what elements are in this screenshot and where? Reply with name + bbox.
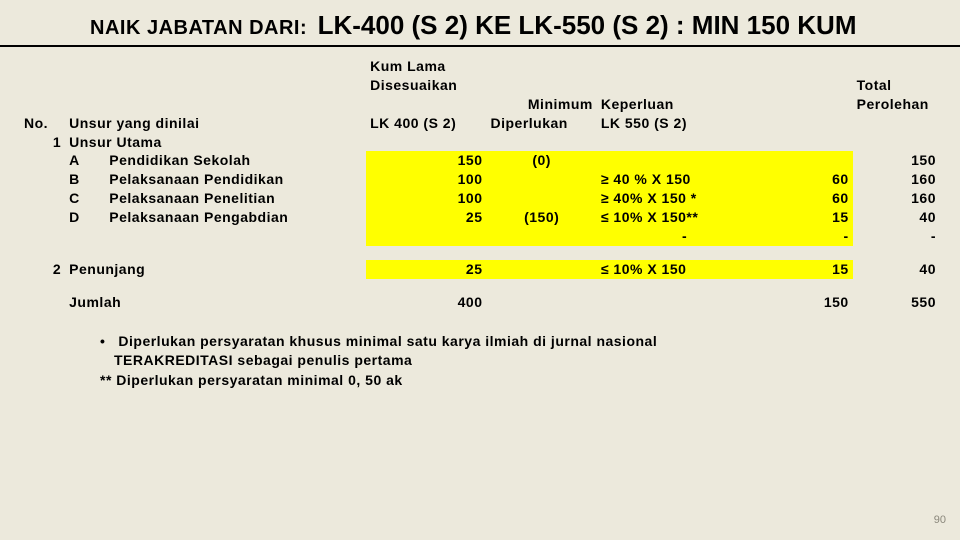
cell-dash-kep: -	[772, 227, 852, 246]
row-C: C Pelaksanaan Penelitian 100 ≥ 40% X 150…	[20, 189, 940, 208]
hdr-kumlama-2: Disesuaikan	[366, 76, 486, 95]
cell-2-kep: 15	[772, 260, 852, 279]
content-area: Kum Lama Disesuaikan Total Minimum Keper…	[0, 47, 960, 390]
note-star: • Diperlukan persyaratan khusus minimal …	[100, 332, 940, 371]
row-A: A Pendidikan Sekolah 150 (0) 150	[20, 151, 940, 170]
hdr-kumlama-1: Kum Lama	[366, 57, 486, 76]
note-star-line2: TERAKREDITASI sebagai penulis pertama	[100, 352, 412, 368]
cell-A-letter: A	[65, 151, 105, 170]
cell-B-tot: 160	[853, 170, 940, 189]
cell-A-min: (0)	[487, 151, 597, 170]
cell-C-tot: 160	[853, 189, 940, 208]
cell-A-kum: 150	[366, 151, 486, 170]
header-row-1: Kum Lama	[20, 57, 940, 76]
cell-D-req: ≤ 10% X 150**	[597, 208, 773, 227]
cell-2-tot: 40	[853, 260, 940, 279]
slide-page: NAIK JABATAN DARI: LK-400 (S 2) KE LK-55…	[0, 0, 960, 540]
cell-jumlah-label: Jumlah	[65, 293, 366, 312]
cell-2-req: ≤ 10% X 150	[597, 260, 773, 279]
cell-B-label: Pelaksanaan Pendidikan	[105, 170, 366, 189]
row-jumlah: Jumlah 400 150 550	[20, 293, 940, 312]
header-row-2: Disesuaikan Total	[20, 76, 940, 95]
hdr-unsur: Unsur yang dinilai	[65, 114, 366, 133]
hdr-total-1: Total	[853, 76, 940, 95]
cell-A-tot: 150	[853, 151, 940, 170]
hdr-kep-2: LK 550 (S 2)	[597, 114, 773, 133]
cell-B-req: ≥ 40 % X 150	[597, 170, 773, 189]
hdr-minimum: Minimum	[487, 95, 597, 114]
cell-B-kum: 100	[366, 170, 486, 189]
row-B: B Pelaksanaan Pendidikan 100 ≥ 40 % X 15…	[20, 170, 940, 189]
title-area: NAIK JABATAN DARI: LK-400 (S 2) KE LK-55…	[0, 0, 960, 41]
cell-C-label: Pelaksanaan Penelitian	[105, 189, 366, 208]
cell-jumlah-kep: 150	[772, 293, 852, 312]
cell-D-letter: D	[65, 208, 105, 227]
hdr-no: No.	[20, 114, 65, 133]
cell-B-letter: B	[65, 170, 105, 189]
hdr-diperlukan: Diperlukan	[487, 114, 597, 133]
cell-D-tot: 40	[853, 208, 940, 227]
hdr-keperluan: Keperluan	[597, 95, 773, 114]
row-dash: - - -	[20, 227, 940, 246]
note-star-line1: Diperlukan persyaratan khusus minimal sa…	[118, 333, 657, 349]
cell-1-label: Unsur Utama	[65, 133, 366, 152]
main-table: Kum Lama Disesuaikan Total Minimum Keper…	[20, 57, 940, 312]
cell-C-kep: 60	[772, 189, 852, 208]
cell-C-kum: 100	[366, 189, 486, 208]
cell-dash-tot: -	[853, 227, 940, 246]
cell-jumlah-tot: 550	[853, 293, 940, 312]
cell-C-letter: C	[65, 189, 105, 208]
title-main: LK-400 (S 2) KE LK-550 (S 2) : MIN 150 K…	[318, 10, 857, 40]
cell-2-kum: 25	[366, 260, 486, 279]
cell-2-no: 2	[20, 260, 65, 279]
row-unsur-utama: 1 Unsur Utama	[20, 133, 940, 152]
cell-A-label: Pendidikan Sekolah	[105, 151, 366, 170]
title-label: NAIK JABATAN DARI:	[90, 17, 307, 39]
cell-1-no: 1	[20, 133, 65, 152]
cell-D-kum: 25	[366, 208, 486, 227]
cell-D-label: Pelaksanaan Pengabdian	[105, 208, 366, 227]
header-row-4: No. Unsur yang dinilai LK 400 (S 2) Dipe…	[20, 114, 940, 133]
hdr-total-2: Perolehan	[853, 95, 940, 114]
cell-D-kep: 15	[772, 208, 852, 227]
cell-D-min: (150)	[487, 208, 597, 227]
row-D: D Pelaksanaan Pengabdian 25 (150) ≤ 10% …	[20, 208, 940, 227]
bullet-icon: •	[100, 332, 114, 352]
row-penunjang: 2 Penunjang 25 ≤ 10% X 150 15 40	[20, 260, 940, 279]
cell-dash-req: -	[597, 227, 773, 246]
slide-number: 90	[934, 514, 946, 526]
cell-2-label: Penunjang	[65, 260, 366, 279]
cell-B-kep: 60	[772, 170, 852, 189]
notes-area: • Diperlukan persyaratan khusus minimal …	[20, 332, 940, 391]
cell-jumlah-kum: 400	[366, 293, 486, 312]
note-double-star: ** Diperlukan persyaratan minimal 0, 50 …	[100, 371, 940, 391]
cell-C-req: ≥ 40% X 150 *	[597, 189, 773, 208]
header-row-3: Minimum Keperluan Perolehan	[20, 95, 940, 114]
hdr-kumlama-3: LK 400 (S 2)	[366, 114, 486, 133]
